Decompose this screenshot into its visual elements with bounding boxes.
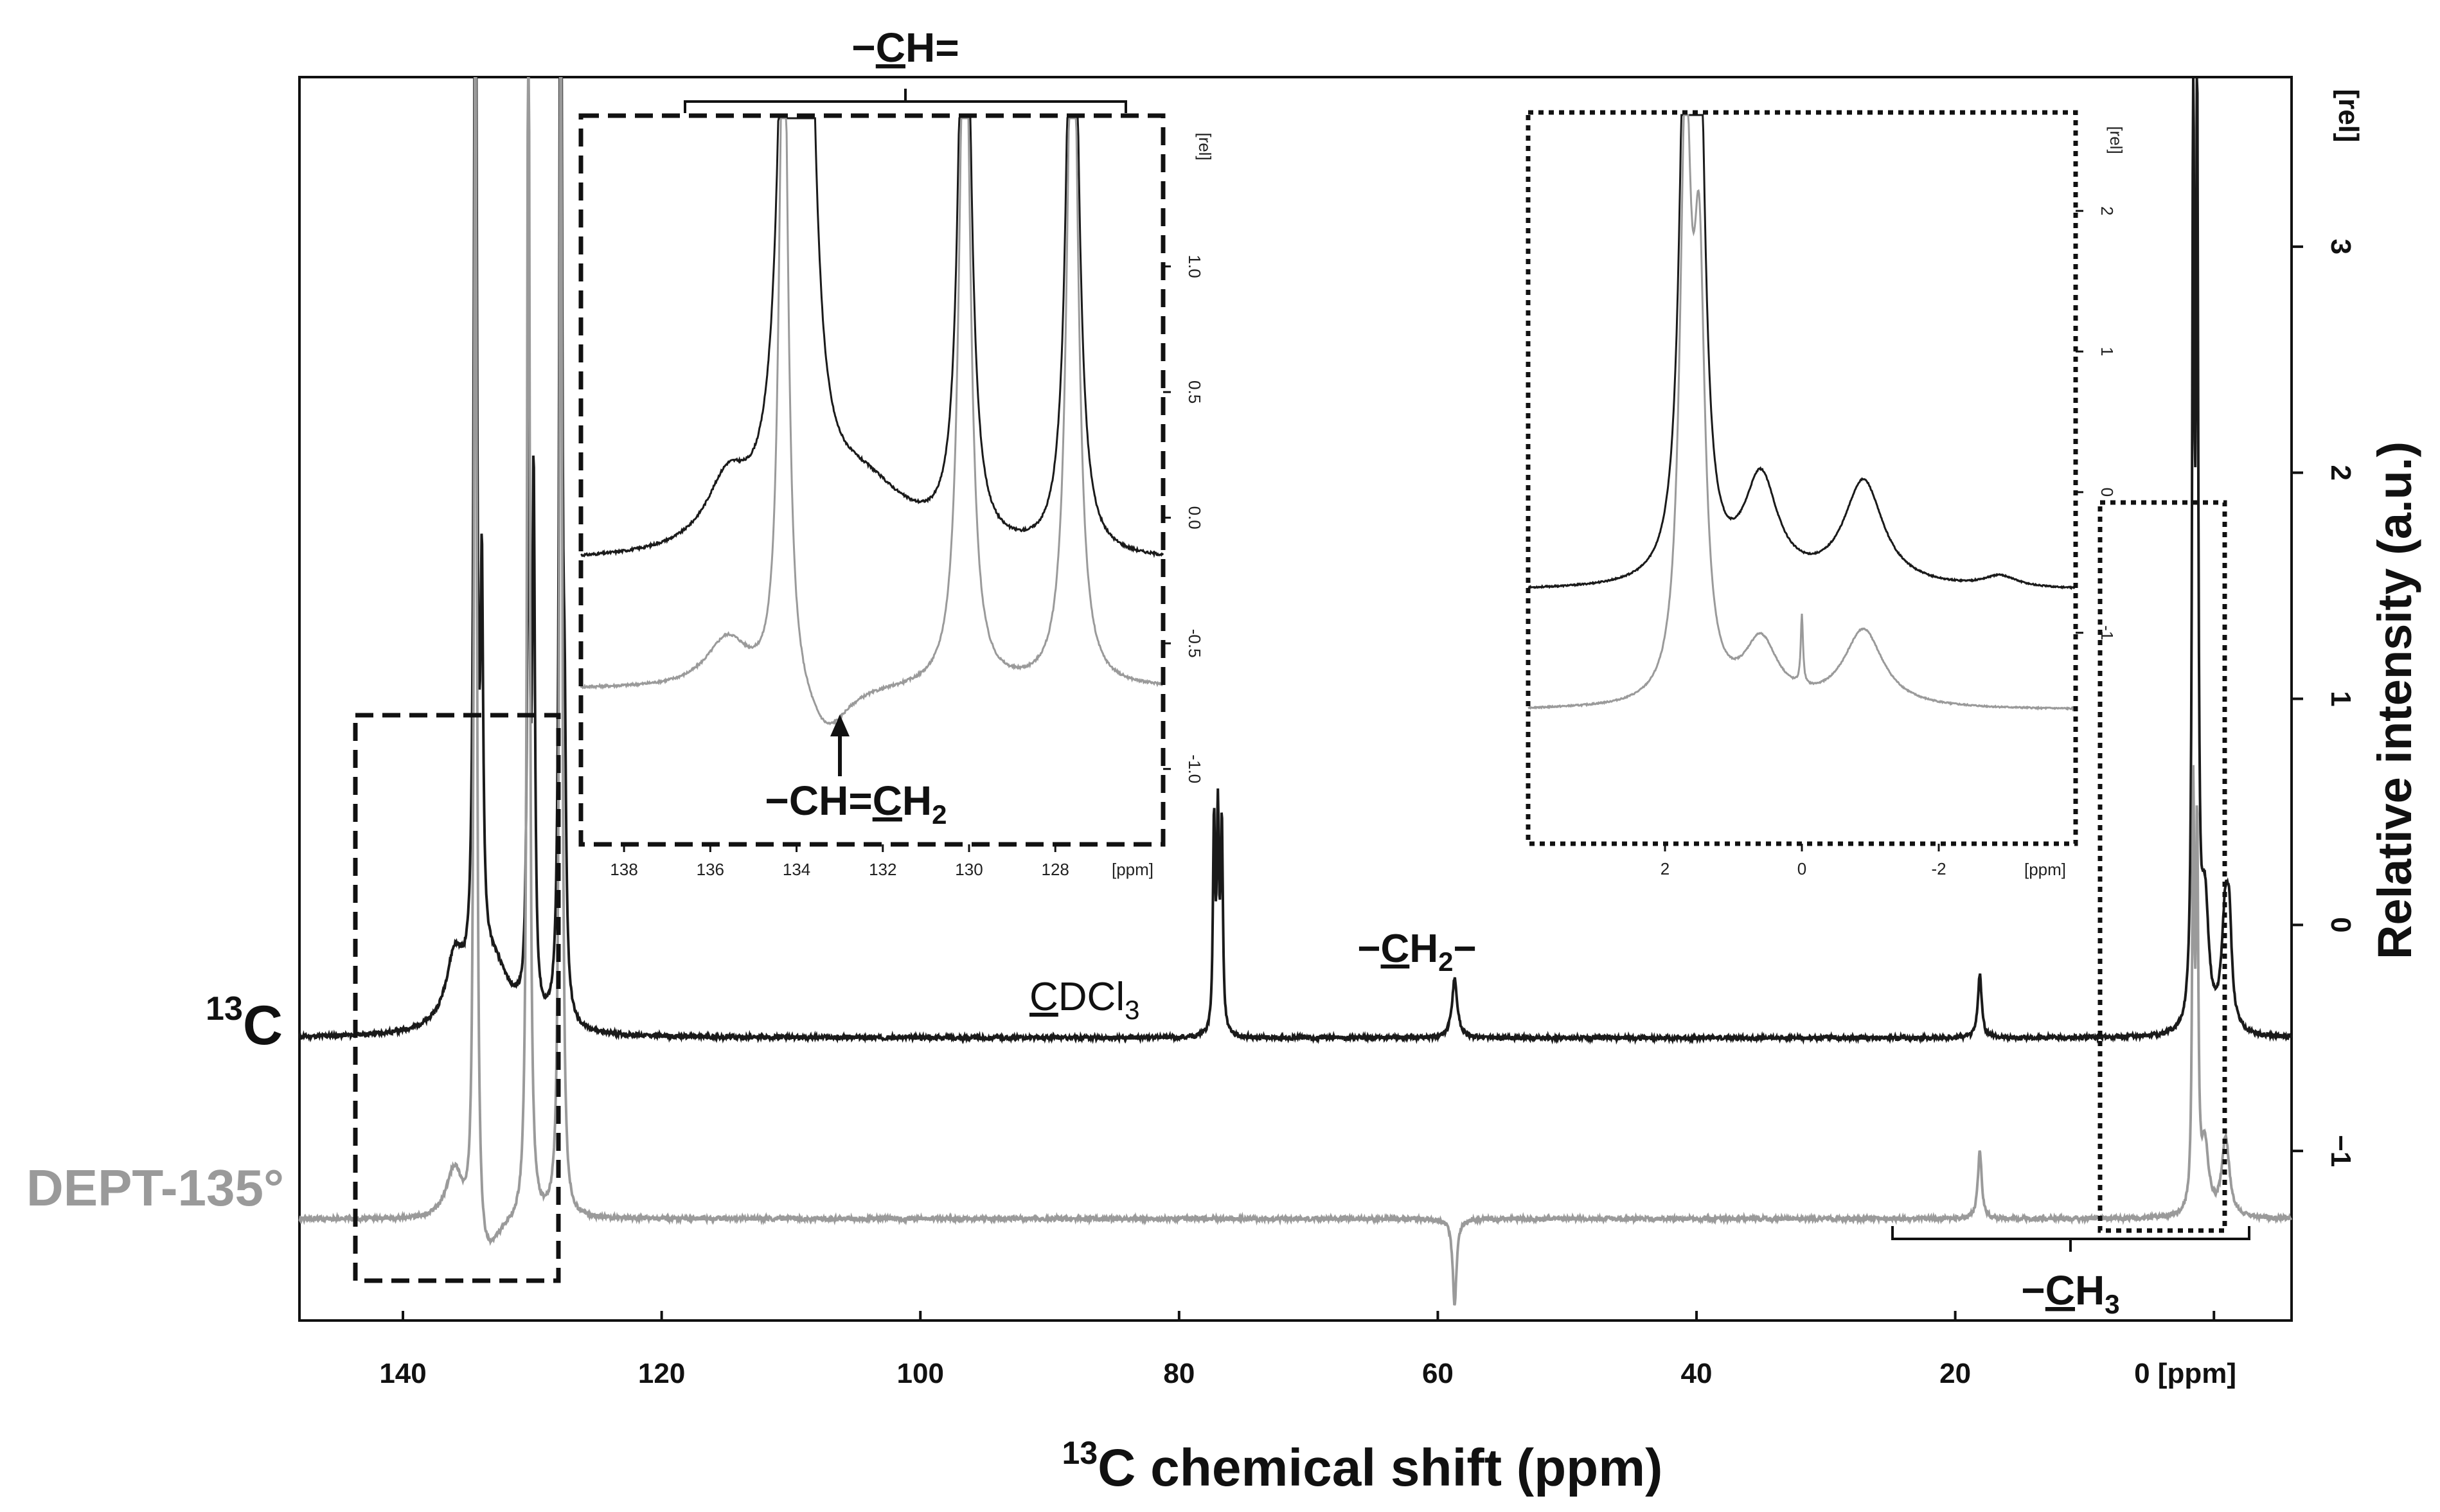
annotation-ch2-post2: − [1453,927,1476,971]
x-axis-title: 13C chemical shift (ppm) [1062,1435,1663,1497]
inset-left-x-tick-label: 134 [783,860,810,879]
annotation-ch2-terminal-underlined: C [873,778,902,824]
x-tick-label: 120 [638,1358,685,1389]
series-label-13c-superscript: 13 [206,990,243,1027]
annotation-ch2-pre: − [1357,927,1380,971]
inset-left-x-tick-label: 130 [955,860,983,879]
x-tick-label: 80 [1163,1358,1195,1389]
inset-left-y-tick-label: 0.0 [1185,506,1204,529]
inset-right-series-1 [1527,114,2076,712]
inset-left-series-0 [580,117,1164,558]
main-spectra [298,77,2293,1306]
svg-text:−CH3: −CH3 [2021,1267,2119,1319]
inset-left-y-tick-label: -0.5 [1185,629,1204,658]
annotation-ch3-pre: − [2021,1267,2045,1313]
svg-text:−CH2−: −CH2− [1357,927,1476,977]
x-axis-ticks: 140 120 100 80 60 40 20 [379,1311,2216,1389]
annotation-cdcl3-underlined: C [1029,975,1058,1019]
inset-right-x-unit: [ppm] [2024,860,2066,879]
annotation-ch2-terminal-pre: −CH= [765,778,873,824]
annotation-cdcl3-sub: 3 [1125,995,1139,1025]
y-axis-ticks: −1 0 1 2 3 [2292,239,2356,1167]
inset-right-spectra [1527,114,2076,712]
y-axis-title: Relative intensity (a.u.) [2368,441,2421,959]
inset-right-background [1528,112,2076,844]
inset-left-x-unit: [ppm] [1112,860,1153,879]
inset-left-y-tick-label: 0.5 [1185,380,1204,404]
annotation-cdcl3: CDCl3 [1029,975,1139,1025]
annotation-ch3-underlined: C [2045,1267,2075,1313]
inset-left-frame [578,113,1166,847]
inset-right: 2 0 -2 2 1 0 -1 [ppm] [rel] [1526,110,2126,879]
x-tick-label: 140 [379,1358,426,1389]
inset-left-y-tick-label: -1.0 [1185,754,1204,783]
inset-left-y-unit: [rel] [1195,132,1215,160]
annotation-ch2: −CH2− [1357,927,1476,977]
annotation-ch-vinyl-underlined: C [876,24,905,71]
inset-right-x-tick-label: 2 [1661,859,1670,878]
inset-right-x-ticks: 2 0 -2 [1661,844,1946,878]
inset-left: 138 136 134 132 130 128 1.0 0.5 0.0 -0.5 -1.0 [pp… [578,113,1215,879]
inset-left-y-tick-label: 1.0 [1185,255,1204,278]
x-axis-unit-label: 0 [ppm] [2134,1358,2236,1389]
ch3-bracket [1891,1226,2250,1252]
x-tick-label: 100 [897,1358,944,1389]
annotation-ch-vinyl: −CH= [851,24,959,71]
inset-left-spectra [580,117,1164,725]
inset-right-y-tick-label: 2 [2097,206,2117,215]
main-series-1 [298,77,2293,1306]
arrow-head [830,715,850,736]
inset-right-x-tick-label: -2 [1931,859,1946,878]
svg-text:−CH=CH2: −CH=CH2 [765,778,947,830]
inset-left-x-tick-label: 132 [869,860,896,879]
inset-left-y-ticks: 1.0 0.5 0.0 -0.5 -1.0 [1163,255,1204,783]
x-axis-title-main: C chemical shift (ppm) [1098,1439,1662,1497]
inset-right-y-tick-label: 0 [2097,488,2117,497]
y-tick-label: 2 [2325,465,2356,480]
inset-right-y-tick-label: 1 [2097,347,2117,356]
inset-right-series-0 [1527,114,2076,591]
inset-right-x-tick-label: 0 [1797,859,1806,878]
annotation-cdcl3-post: DCl [1058,975,1125,1019]
svg-text:−CH=: −CH= [851,24,959,71]
y-axis-unit-label: [rel] [2333,89,2364,142]
y-tick-label: 3 [2325,239,2356,254]
x-tick-label: 60 [1422,1358,1454,1389]
y-tick-label: 1 [2325,691,2356,706]
inset-right-y-ticks: 2 1 0 -1 [2076,206,2117,640]
annotation-ch-vinyl-pre: − [851,24,875,71]
y-tick-label: 0 [2325,917,2356,932]
annotation-ch-vinyl-post: H= [905,24,959,71]
y-tick-label: −1 [2325,1135,2356,1167]
olefinic-zoom-box [353,713,561,1283]
inset-left-x-tick-label: 136 [697,860,724,879]
annotation-ch2-terminal: −CH=CH2 [765,778,947,830]
annotation-ch2-sub: 2 [1438,947,1453,977]
ch-vinyl-bracket [684,89,1127,113]
x-axis-title-superscript: 13 [1062,1435,1098,1471]
main-series-0 [298,77,2293,1045]
inset-right-y-unit: [rel] [2106,126,2126,154]
svg-text:CDCl3: CDCl3 [1029,975,1139,1025]
inset-left-x-tick-label: 128 [1042,860,1069,879]
x-tick-label: 20 [1939,1358,1971,1389]
inset-left-series-1 [580,117,1164,725]
series-label-13c: 13C [206,990,283,1056]
annotation-ch2-post: H [1409,927,1438,971]
methyl-zoom-box [2097,500,2227,1233]
inset-left-x-ticks: 138 136 134 132 130 128 [610,844,1069,879]
annotation-ch3-post: H [2075,1267,2105,1313]
inset-left-x-tick-label: 138 [610,860,637,879]
inset-left-background [581,116,1163,844]
annotation-ch3-sub: 3 [2105,1289,2119,1319]
x-tick-label: 40 [1681,1358,1713,1389]
annotation-ch2-underlined: C [1381,927,1410,971]
series-label-13c-main: C [243,995,283,1056]
annotation-ch2-terminal-sub: 2 [932,799,947,830]
annotation-ch2-terminal-post: H [902,778,932,824]
series-label-dept: DEPT-135° [26,1159,284,1216]
annotation-ch3: −CH3 [2021,1267,2119,1319]
inset-right-y-tick-label: -1 [2097,625,2117,640]
